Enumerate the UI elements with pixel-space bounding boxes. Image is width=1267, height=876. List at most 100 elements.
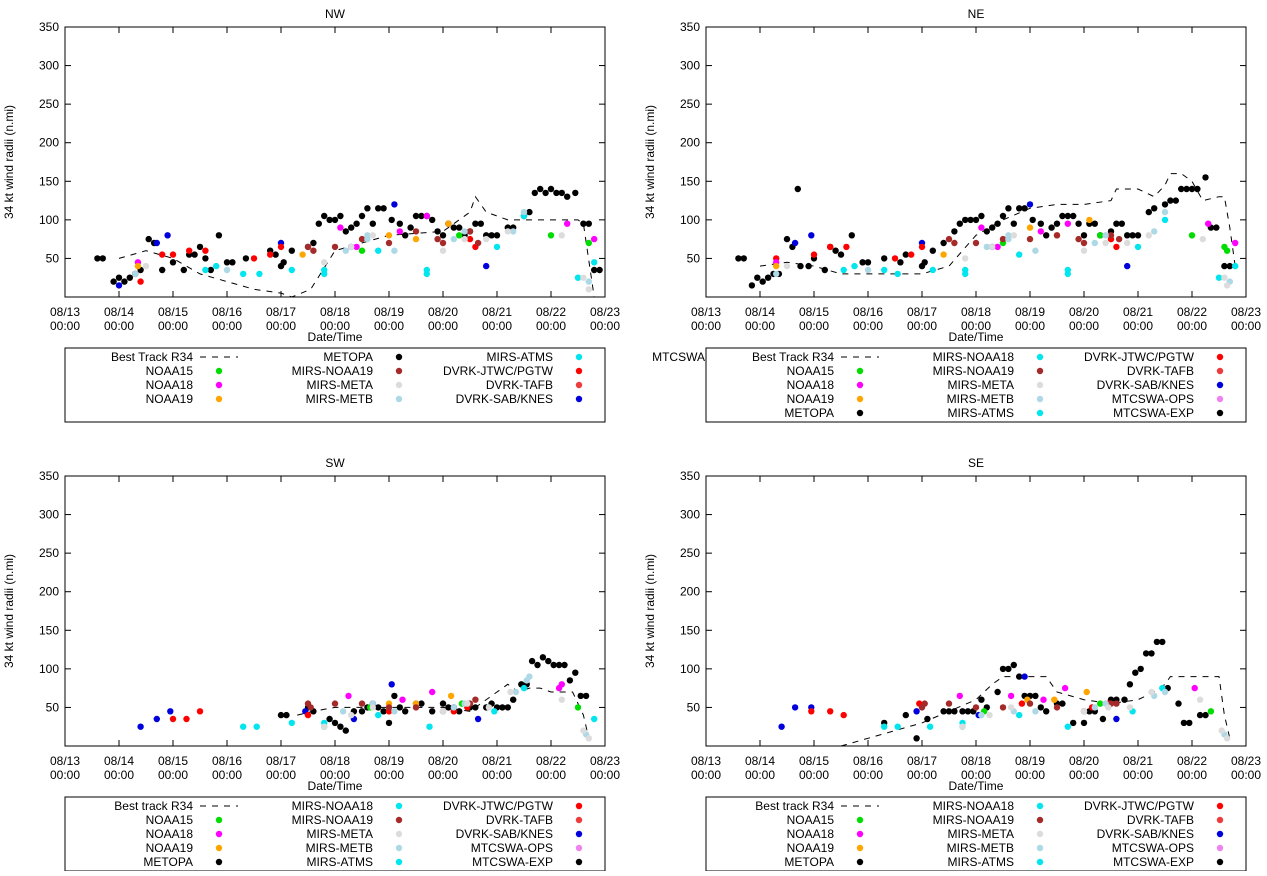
best-track-line <box>118 195 595 298</box>
legend-label: DVRK-TAFB <box>486 813 553 827</box>
data-point <box>1153 638 1161 646</box>
data-point <box>474 239 482 247</box>
data-point <box>137 723 144 730</box>
data-point <box>773 262 780 270</box>
data-point <box>1026 224 1034 231</box>
data-point <box>1037 228 1045 235</box>
data-point <box>582 692 590 700</box>
data-point <box>418 700 425 707</box>
y-tick-label: 50 <box>46 700 60 714</box>
data-point <box>978 711 985 719</box>
legend-item: DVRK-JTWC/PGTW <box>1084 799 1224 813</box>
y-axis-label: 34 kt wind radii (n.mi) <box>2 554 16 668</box>
data-point <box>461 235 468 243</box>
legend-item: DVRK-SAB/KNES <box>1097 827 1224 841</box>
data-point <box>983 243 990 251</box>
legend-dot-swatch <box>575 395 583 403</box>
x-tick-label: 08/19 00:00 <box>1015 305 1045 333</box>
series-mirs-meta <box>959 688 1231 742</box>
legend-label: DVRK-SAB/KNES <box>456 827 553 841</box>
data-point <box>310 239 317 247</box>
legend-label: MTCSWA-EXP <box>1113 855 1194 869</box>
legend-item: MIRS-NOAA18 <box>933 350 1044 364</box>
data-point <box>1064 212 1072 220</box>
data-point <box>848 232 855 239</box>
data-point <box>832 247 839 254</box>
data-point <box>1064 270 1072 278</box>
legend-dot-swatch <box>1216 858 1224 866</box>
legend-label: MIRS-METB <box>947 392 1014 406</box>
data-point <box>196 243 204 251</box>
data-point <box>1037 704 1045 711</box>
data-point <box>1032 708 1039 715</box>
x-tick-label: 08/13 00:00 <box>50 305 80 333</box>
data-point <box>223 259 231 266</box>
data-point <box>94 255 101 262</box>
data-point <box>348 711 355 719</box>
legend-label: Best track R34 <box>755 799 834 813</box>
panel-se: SE 50 100 150 200 250 300 350 08/13 00:00 08/14 00:… <box>643 456 1261 872</box>
data-point <box>986 711 993 719</box>
legend-label: MTCSWA-OPS <box>1112 392 1194 406</box>
data-point <box>580 220 587 227</box>
data-point <box>962 216 969 224</box>
data-point <box>840 711 847 719</box>
data-point <box>326 216 333 224</box>
data-point <box>580 274 587 281</box>
data-point <box>897 259 904 266</box>
data-point <box>1053 232 1061 239</box>
data-point <box>558 232 565 239</box>
data-point <box>926 723 934 730</box>
data-point <box>1086 216 1093 224</box>
data-point <box>881 255 888 262</box>
y-tick-label: 350 <box>39 469 59 483</box>
data-point <box>250 255 258 262</box>
data-point <box>945 708 953 715</box>
legend-item: MIRS-ATMS <box>487 350 583 364</box>
data-point <box>472 704 479 711</box>
data-point <box>978 212 985 220</box>
series-mirs-meta <box>783 232 1231 289</box>
data-point <box>1215 274 1223 281</box>
data-point <box>748 282 756 289</box>
data-point <box>1005 235 1012 243</box>
y-tick-label: 100 <box>680 662 700 676</box>
x-tick-label: 08/17 00:00 <box>266 305 296 333</box>
data-point <box>1132 669 1139 676</box>
data-point <box>240 270 247 278</box>
legend-label: NOAA15 <box>787 813 835 827</box>
data-point <box>881 266 888 274</box>
data-point <box>783 262 791 270</box>
data-point <box>385 239 393 247</box>
data-point <box>202 266 209 274</box>
x-tick-label: 08/13 00:00 <box>691 305 721 333</box>
legend-frame <box>64 796 606 872</box>
data-point <box>1180 719 1188 727</box>
data-point <box>1148 650 1155 657</box>
y-tick-label: 300 <box>39 59 59 73</box>
data-point <box>1126 704 1134 711</box>
data-point <box>223 266 231 274</box>
data-point <box>531 189 538 197</box>
x-tick-label: 08/21 00:00 <box>482 305 512 333</box>
data-point <box>924 715 931 723</box>
x-axis-label: Date/Time <box>949 779 1004 793</box>
data-point <box>402 232 409 239</box>
legend-dot-swatch <box>575 381 583 389</box>
data-point <box>134 262 142 270</box>
data-point <box>1167 197 1174 204</box>
y-tick-label: 200 <box>680 585 700 599</box>
data-point <box>272 251 279 258</box>
data-point <box>1075 220 1082 227</box>
data-point <box>159 266 166 274</box>
y-tick-label: 50 <box>687 700 701 714</box>
data-point <box>526 208 533 216</box>
data-point <box>989 243 996 251</box>
y-tick-label: 100 <box>39 662 59 676</box>
data-point <box>821 266 828 274</box>
data-point <box>894 723 901 730</box>
legend-dot-swatch <box>1036 381 1044 389</box>
x-tick-label: 08/21 00:00 <box>1123 754 1153 782</box>
data-point <box>994 243 1001 251</box>
